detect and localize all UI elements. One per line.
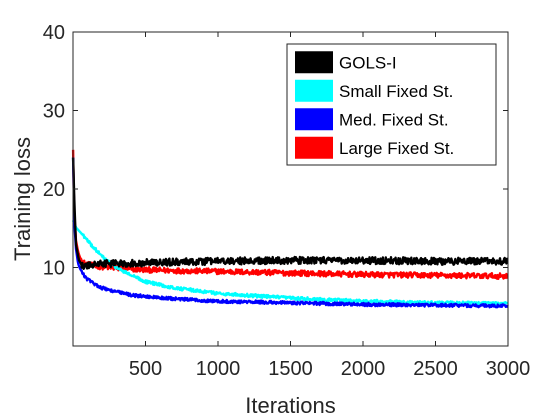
x-tick-label: 500 [129, 358, 162, 380]
axes-layer: 500 1000 1500 2000 2500 3000 10 20 30 40 [43, 22, 531, 380]
x-tick-label: 2000 [341, 358, 386, 380]
series-line-large-fixed-st [71, 149, 509, 280]
y-tick-label: 30 [43, 101, 65, 123]
y-tick-label: 10 [43, 258, 65, 280]
legend-label: Large Fixed St. [339, 139, 454, 158]
x-tick-label: 3000 [486, 358, 531, 380]
legend-label: Small Fixed St. [339, 82, 453, 101]
series-line-gols-i [71, 157, 509, 270]
legend-swatch [295, 79, 333, 102]
series-line-small-fixed-st [71, 220, 509, 307]
legend-label: GOLS-I [339, 53, 397, 72]
y-tick-label: 40 [43, 22, 65, 44]
legend-swatch [295, 136, 333, 159]
series-line-med-fixed-st [71, 157, 509, 309]
legend-label: Med. Fixed St. [339, 110, 449, 129]
y-tick-label: 20 [43, 179, 65, 201]
legend-swatch [295, 51, 333, 74]
x-axis-label: Iterations [245, 393, 336, 418]
y-axis-label: Training loss [10, 137, 35, 261]
x-tick-label: 1000 [196, 358, 241, 380]
x-tick-label: 1500 [268, 358, 313, 380]
legend: GOLS-I Small Fixed St. Med. Fixed St. Large… [286, 43, 497, 166]
x-tick-label: 2500 [413, 358, 458, 380]
series-layer [71, 149, 509, 309]
legend-swatch [295, 108, 333, 131]
